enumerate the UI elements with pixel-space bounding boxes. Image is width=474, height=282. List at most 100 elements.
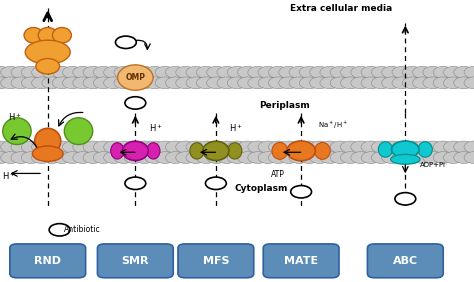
Circle shape [196,77,216,89]
Circle shape [268,152,288,164]
Circle shape [52,152,72,164]
Circle shape [11,141,31,153]
Circle shape [402,77,422,89]
Circle shape [268,66,288,78]
Ellipse shape [147,143,160,159]
Circle shape [145,77,165,89]
Circle shape [114,141,134,153]
Circle shape [268,141,288,153]
Ellipse shape [315,142,330,159]
Text: ABC: ABC [393,256,418,266]
Ellipse shape [391,155,420,164]
Circle shape [176,66,196,78]
Circle shape [412,152,432,164]
Text: Na$^+$/H$^+$: Na$^+$/H$^+$ [318,120,348,131]
Ellipse shape [190,143,204,159]
Circle shape [116,36,137,49]
Circle shape [135,77,155,89]
Circle shape [299,77,319,89]
Ellipse shape [122,141,148,160]
Circle shape [125,177,146,190]
Circle shape [165,152,185,164]
Circle shape [42,141,62,153]
Circle shape [402,141,422,153]
Ellipse shape [111,143,124,159]
Circle shape [11,66,31,78]
Ellipse shape [53,28,72,43]
Circle shape [340,66,360,78]
Circle shape [11,152,31,164]
Circle shape [135,141,155,153]
Circle shape [73,152,93,164]
Circle shape [135,66,155,78]
FancyBboxPatch shape [367,244,443,278]
Circle shape [392,141,412,153]
Circle shape [248,77,268,89]
Circle shape [464,152,474,164]
Circle shape [207,77,227,89]
Circle shape [258,66,278,78]
Circle shape [248,66,268,78]
Circle shape [0,66,10,78]
Text: MATE: MATE [284,256,318,266]
Text: Cytoplasm: Cytoplasm [234,184,288,193]
Ellipse shape [24,28,43,43]
Circle shape [104,141,124,153]
Circle shape [372,77,391,89]
Circle shape [412,141,432,153]
Circle shape [340,152,360,164]
Circle shape [155,152,175,164]
Circle shape [351,152,371,164]
Ellipse shape [118,65,153,90]
Circle shape [196,66,216,78]
Circle shape [299,141,319,153]
Circle shape [176,141,196,153]
Bar [0,142,474,163]
Circle shape [258,152,278,164]
Ellipse shape [272,142,288,159]
Circle shape [186,77,206,89]
Circle shape [320,77,340,89]
Circle shape [361,66,381,78]
Text: RND: RND [34,256,61,266]
Circle shape [423,77,443,89]
Circle shape [124,66,144,78]
Circle shape [93,141,113,153]
Circle shape [227,66,247,78]
Circle shape [464,141,474,153]
Circle shape [330,77,350,89]
Ellipse shape [64,118,93,144]
Circle shape [289,152,309,164]
Circle shape [0,141,10,153]
Circle shape [0,66,20,78]
FancyBboxPatch shape [178,244,254,278]
Circle shape [258,77,278,89]
Circle shape [32,141,52,153]
Circle shape [291,186,311,198]
Circle shape [186,141,206,153]
Circle shape [433,77,453,89]
Circle shape [412,77,432,89]
Circle shape [217,141,237,153]
Circle shape [217,77,237,89]
Circle shape [176,77,196,89]
Circle shape [114,66,134,78]
Circle shape [42,77,62,89]
Circle shape [279,77,299,89]
Circle shape [361,152,381,164]
Circle shape [124,152,144,164]
Circle shape [217,152,237,164]
Circle shape [392,152,412,164]
Circle shape [32,77,52,89]
FancyBboxPatch shape [263,244,339,278]
Circle shape [454,152,474,164]
Circle shape [145,66,165,78]
Circle shape [155,66,175,78]
Ellipse shape [228,143,242,159]
FancyBboxPatch shape [98,244,173,278]
Circle shape [454,66,474,78]
Circle shape [423,141,443,153]
Circle shape [114,77,134,89]
Ellipse shape [378,142,392,157]
Circle shape [351,141,371,153]
